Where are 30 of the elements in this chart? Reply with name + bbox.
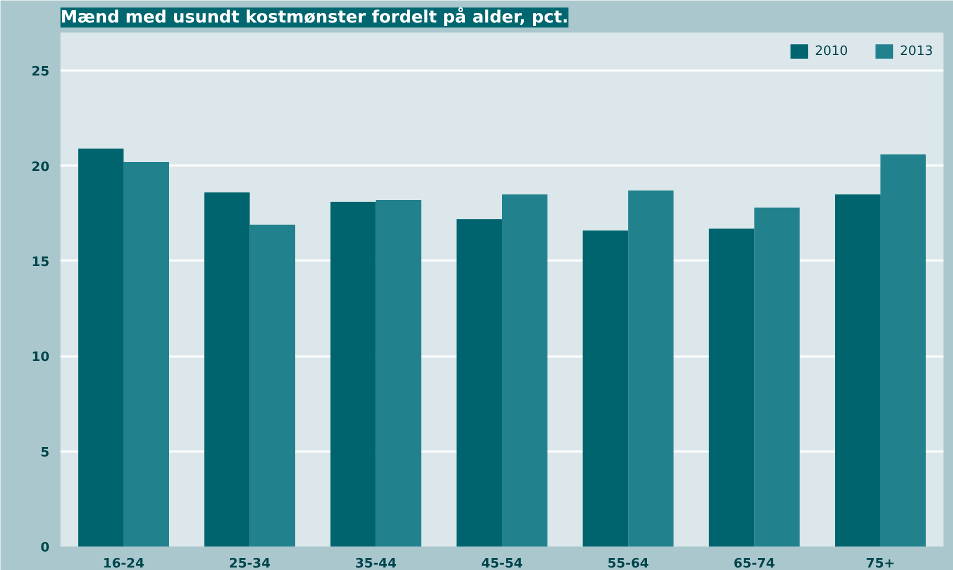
- bar: [835, 194, 880, 546]
- x-tick-label: 35-44: [355, 556, 397, 570]
- bar: [456, 219, 502, 546]
- bar: [124, 162, 169, 546]
- bar: [582, 230, 628, 546]
- x-tick-label: 65-74: [733, 556, 776, 570]
- bar: [204, 192, 250, 546]
- y-tick-label: 20: [31, 160, 50, 175]
- bar: [880, 154, 926, 546]
- x-tick-label: 55-64: [607, 556, 649, 570]
- legend-label: 2013: [900, 44, 933, 58]
- chart-title: Mænd med usundt kostmønster fordelt på alder, pct.: [60, 6, 568, 28]
- bar: [330, 202, 376, 546]
- bar: [502, 194, 548, 546]
- bar: [754, 208, 800, 546]
- x-tick-label: 25-34: [228, 556, 271, 570]
- x-tick-label: 75+: [866, 556, 895, 570]
- y-tick-label: 0: [40, 540, 50, 556]
- bar: [250, 224, 296, 546]
- bar: [708, 228, 754, 546]
- bar: [376, 200, 422, 546]
- x-tick-label: 16-24: [102, 556, 144, 570]
- y-tick-label: 5: [40, 445, 50, 460]
- y-tick-label: 10: [31, 350, 50, 366]
- bar: [628, 190, 674, 546]
- bar: [78, 148, 124, 546]
- x-tick-label: 45-54: [481, 556, 523, 570]
- y-tick-label: 15: [31, 254, 50, 270]
- legend-label: 2010: [814, 44, 848, 58]
- y-tick-label: 25: [31, 64, 50, 80]
